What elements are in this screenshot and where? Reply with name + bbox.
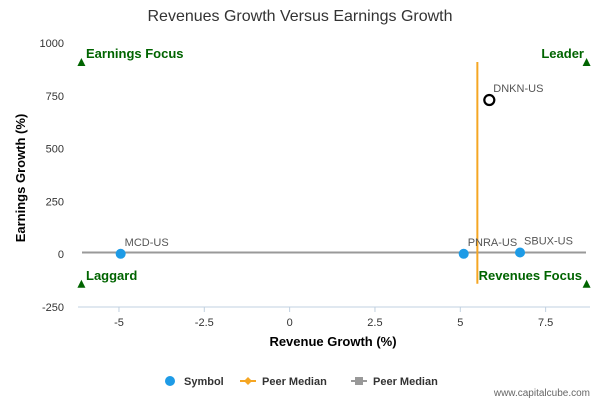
- quadrant-marker-triangle: [582, 58, 591, 67]
- data-point-label: DNKN-US: [493, 83, 543, 95]
- credit-text: www.capitalcube.com: [493, 388, 590, 399]
- data-point: [115, 248, 126, 259]
- quadrant-label: Leader: [541, 46, 584, 61]
- data-point-hollow: [483, 93, 496, 107]
- x-tick-label: 0: [287, 317, 293, 329]
- quadrant-marker-triangle: [582, 279, 591, 288]
- legend-label: Peer Median: [373, 376, 438, 388]
- data-point-label: MCD-US: [125, 237, 169, 249]
- axes: -5 -2.5 0 2.5 5 7.5 -250 0 250 500 750 1000: [40, 38, 590, 329]
- y-axis-title: Earnings Growth (%): [13, 114, 28, 243]
- quadrant-marker-triangle: [77, 58, 86, 67]
- x-tick-label: 2.5: [367, 317, 382, 329]
- x-tick-label: -2.5: [195, 317, 214, 329]
- quadrant-labels: Earnings Focus Leader Laggard Revenues Focu…: [77, 46, 591, 288]
- data-point-label: PNRA-US: [468, 237, 518, 249]
- y-tick-label: 250: [46, 196, 64, 208]
- x-tick-label: 5: [457, 317, 463, 329]
- legend: Symbol Peer Median Peer Median: [165, 376, 438, 388]
- legend-label: Peer Median: [262, 376, 327, 388]
- y-tick-label: 1000: [40, 38, 64, 50]
- data-point: [515, 247, 526, 258]
- y-tick-label: 750: [46, 91, 64, 103]
- legend-label: Symbol: [184, 376, 224, 388]
- y-tick-label: 0: [58, 249, 64, 261]
- quadrant-label: Earnings Focus: [86, 46, 184, 61]
- x-tick-label: 7.5: [538, 317, 553, 329]
- y-tick-label: 500: [46, 144, 64, 156]
- x-axis-title: Revenue Growth (%): [269, 334, 396, 349]
- data-point-label: SBUX-US: [524, 236, 573, 248]
- x-tick-label: -5: [114, 317, 124, 329]
- data-point: [458, 248, 469, 259]
- legend-diamond-icon: [244, 377, 252, 385]
- quadrant-label: Laggard: [86, 268, 137, 283]
- quadrant-label: Revenues Focus: [479, 268, 582, 283]
- legend-symbol-dot: [165, 376, 175, 386]
- chart-title: Revenues Growth Versus Earnings Growth: [147, 8, 452, 25]
- median-lines: [82, 62, 586, 284]
- data-points: MCD-US PNRA-US SBUX-US DNKN-US: [115, 83, 573, 259]
- y-tick-label: -250: [42, 302, 64, 314]
- quadrant-marker-triangle: [77, 279, 86, 288]
- legend-square-icon: [355, 377, 363, 385]
